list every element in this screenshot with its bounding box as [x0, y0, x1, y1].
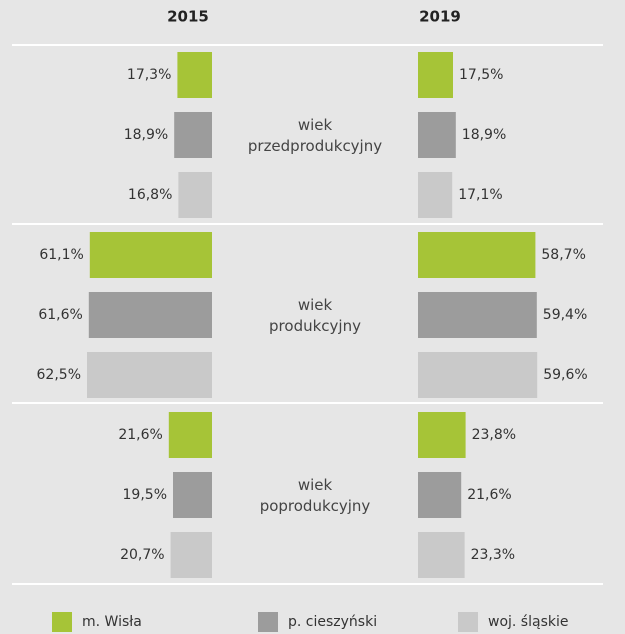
value-label: 18,9% [124, 127, 168, 143]
legend-swatch [52, 612, 72, 632]
bar [173, 472, 212, 518]
legend-swatch [458, 612, 478, 632]
bar [418, 172, 453, 218]
value-label: 18,9% [462, 127, 506, 143]
value-label: 17,3% [127, 67, 171, 83]
group-label: wiek poprodukcyjny [260, 476, 371, 515]
value-label: 59,6% [543, 367, 587, 383]
value-label: 19,5% [123, 487, 167, 503]
value-label: 20,7% [120, 547, 164, 563]
legend-label: woj. śląskie [488, 614, 568, 630]
bar [418, 472, 462, 518]
bar [168, 412, 212, 458]
value-label: 21,6% [467, 487, 511, 503]
value-label: 23,3% [471, 547, 515, 563]
bar [87, 352, 212, 398]
value-label: 21,6% [118, 427, 162, 443]
bar [418, 532, 465, 578]
bar [418, 112, 456, 158]
value-label: 61,6% [38, 307, 82, 323]
value-label: 17,5% [459, 67, 503, 83]
bar [418, 412, 466, 458]
bar [418, 352, 538, 398]
group-label: wiek produkcyjny [269, 296, 361, 335]
value-label: 58,7% [541, 247, 585, 263]
bar [418, 232, 536, 278]
bar [89, 232, 212, 278]
value-label: 62,5% [37, 367, 81, 383]
legend-swatch [258, 612, 278, 632]
value-label: 61,1% [39, 247, 83, 263]
panel-title: 2019 [419, 8, 461, 26]
bar [418, 292, 537, 338]
bar [177, 52, 212, 98]
group-label: wiek przedprodukcyjny [248, 116, 382, 155]
panel-title: 2015 [167, 8, 209, 26]
bar [88, 292, 212, 338]
legend-label: p. cieszyński [288, 614, 377, 630]
value-label: 16,8% [128, 187, 172, 203]
value-label: 23,8% [472, 427, 516, 443]
bar [174, 112, 212, 158]
value-label: 17,1% [458, 187, 502, 203]
bar [178, 172, 212, 218]
value-label: 59,4% [543, 307, 587, 323]
bar [170, 532, 212, 578]
legend-label: m. Wisła [82, 614, 142, 630]
bar [418, 52, 453, 98]
